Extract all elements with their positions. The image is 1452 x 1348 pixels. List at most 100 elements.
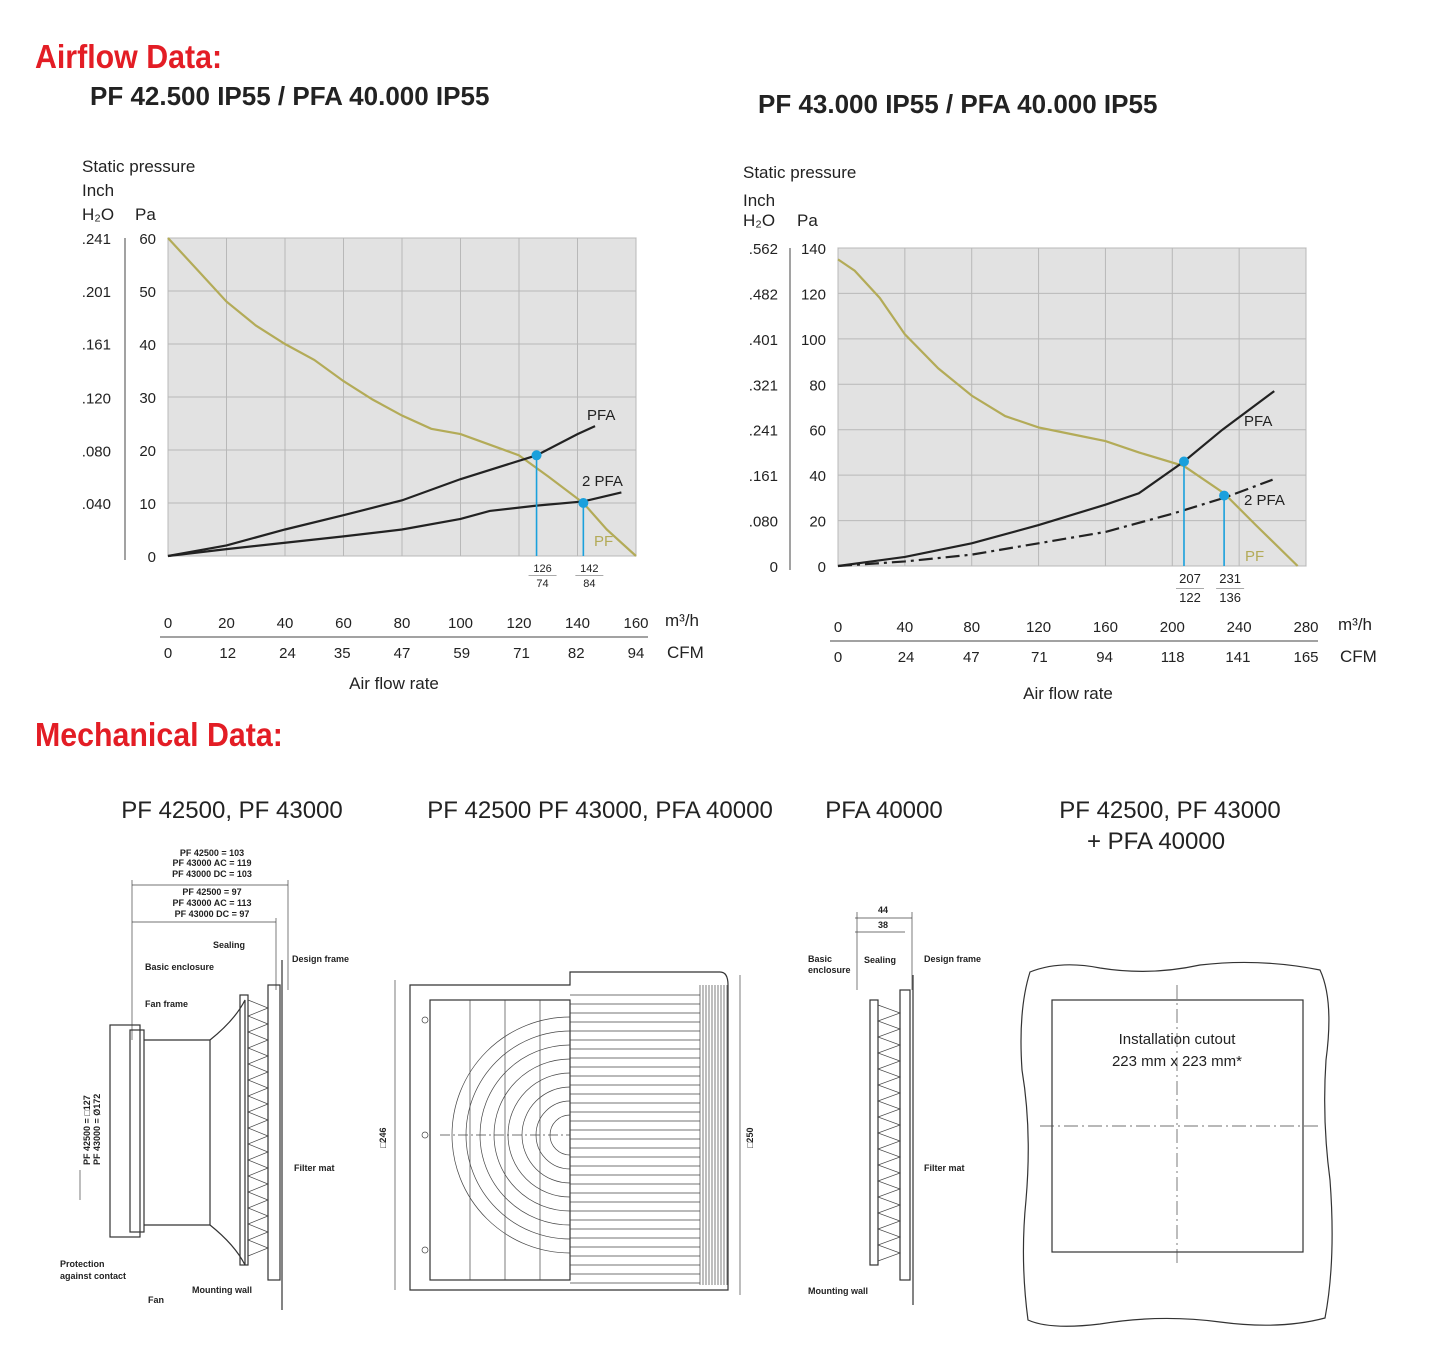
series-label: PF <box>594 533 613 550</box>
axis-label: H₂O <box>743 211 775 230</box>
x2-unit: CFM <box>1340 647 1377 666</box>
drawing-label: 38 <box>878 920 888 930</box>
x-tick-label: 100 <box>448 615 473 632</box>
chart-title: PF 43.000 IP55 / PFA 40.000 IP55 <box>758 89 1157 119</box>
drawing-label: PF 43000 DC = 103 <box>172 869 252 879</box>
x-tick-label: 0 <box>834 619 842 636</box>
series-line <box>837 478 1273 568</box>
y2-tick-label: .201 <box>82 284 111 301</box>
drawing-label: Basic enclosure <box>145 962 214 972</box>
point-label: 142 <box>580 563 598 575</box>
drawing-label: Filter mat <box>294 1163 335 1173</box>
point-label: 122 <box>1179 590 1201 605</box>
y-tick-label: 40 <box>139 337 156 354</box>
drawing-3 <box>855 912 914 1305</box>
x2-tick-label: 24 <box>279 645 296 662</box>
x-tick-label: 80 <box>394 615 411 632</box>
point-label: 136 <box>1219 590 1241 605</box>
drawing-label: enclosure <box>808 965 851 975</box>
x-tick-label: 60 <box>335 615 352 632</box>
series-label: 2 PFA <box>1244 492 1285 509</box>
drawing-label: PF 43000 AC = 119 <box>173 858 252 868</box>
point-label: 231 <box>1219 571 1241 586</box>
drawing-label: 44 <box>878 905 888 915</box>
drawing-label: Sealing <box>213 940 245 950</box>
drawing-label: PF 43000 AC = 113 <box>173 898 252 908</box>
x2-tick-label: 12 <box>219 645 236 662</box>
plot-area <box>837 247 1307 567</box>
y-tick-label: 30 <box>139 390 156 407</box>
x-tick-label: 200 <box>1160 619 1185 636</box>
drawing-2 <box>394 971 741 1295</box>
axis-label: Inch <box>743 191 775 210</box>
x2-tick-label: 59 <box>453 645 470 662</box>
y-tick-label: 100 <box>801 332 826 349</box>
x-tick-label: 40 <box>897 619 914 636</box>
drawing-title: PF 42500 PF 43000, PFA 40000 <box>427 797 773 824</box>
x2-tick-label: 71 <box>1031 649 1048 666</box>
y-tick-label: 0 <box>148 549 156 566</box>
x-axis-label: Air flow rate <box>349 674 439 693</box>
x-tick-label: 0 <box>164 615 172 632</box>
drawing-label: Mounting wall <box>192 1285 252 1295</box>
x-tick-label: 120 <box>1026 619 1051 636</box>
operating-point <box>1178 456 1189 467</box>
series-label: PFA <box>587 407 615 424</box>
x2-tick-label: 71 <box>513 645 530 662</box>
x-tick-label: 160 <box>1093 619 1118 636</box>
x2-tick-label: 165 <box>1293 649 1318 666</box>
point-label: 74 <box>536 578 548 590</box>
drawing-label: Fan frame <box>145 999 188 1009</box>
operating-point <box>531 450 542 461</box>
y2-tick-label: .321 <box>749 377 778 394</box>
x2-tick-label: 24 <box>898 649 915 666</box>
y-tick-label: 120 <box>801 286 826 303</box>
x2-tick-label: 0 <box>164 645 172 662</box>
drawing-title: PF 42500, PF 43000 <box>1059 797 1280 824</box>
y2-tick-label: .241 <box>82 231 111 248</box>
drawing-label: □246 <box>378 1128 388 1148</box>
drawing-label: Design frame <box>924 954 981 964</box>
axis-label: Pa <box>797 211 818 230</box>
series-line <box>167 425 596 558</box>
x-tick-label: 80 <box>963 619 980 636</box>
x2-tick-label: 94 <box>1096 649 1113 666</box>
axis-label: Static pressure <box>743 163 856 182</box>
series-line <box>167 237 637 557</box>
y-tick-label: 10 <box>139 496 156 513</box>
x-tick-label: 160 <box>623 615 648 632</box>
y2-tick-label: .040 <box>82 496 111 513</box>
y2-tick-label: .080 <box>749 514 778 531</box>
x2-unit: CFM <box>667 643 704 662</box>
drawing-1 <box>79 880 289 1310</box>
drawing-title: PFA 40000 <box>825 797 942 824</box>
series-line <box>837 390 1275 568</box>
x2-tick-label: 47 <box>394 645 411 662</box>
x2-tick-label: 82 <box>568 645 585 662</box>
series-label: 2 PFA <box>582 473 623 490</box>
y2-tick-label: .241 <box>749 423 778 440</box>
x-tick-label: 40 <box>277 615 294 632</box>
x-tick-label: 240 <box>1227 619 1252 636</box>
x-tick-label: 280 <box>1293 619 1318 636</box>
drawing-label: Filter mat <box>924 1163 965 1173</box>
drawing-label: Design frame <box>292 954 349 964</box>
point-label: 126 <box>533 563 551 575</box>
operating-point <box>1219 490 1230 501</box>
y-tick-label: 20 <box>809 514 826 531</box>
drawing-label: PF 42500 = □127 <box>82 1095 92 1165</box>
drawing-label: Sealing <box>864 955 896 965</box>
drawing-4 <box>1020 961 1333 1327</box>
chart-title: PF 42.500 IP55 / PFA 40.000 IP55 <box>90 81 489 111</box>
x2-tick-label: 118 <box>1161 649 1185 666</box>
y-tick-label: 140 <box>801 241 826 258</box>
series-label: PF <box>1245 548 1264 565</box>
y-tick-label: 40 <box>809 468 826 485</box>
axis-label: Inch <box>82 181 114 200</box>
axis-label: H₂O <box>82 205 114 224</box>
y-tick-label: 0 <box>818 559 826 576</box>
x-tick-label: 20 <box>218 615 235 632</box>
x2-tick-label: 47 <box>963 649 980 666</box>
y2-tick-label: .161 <box>749 468 778 485</box>
series-label: PFA <box>1244 413 1272 430</box>
